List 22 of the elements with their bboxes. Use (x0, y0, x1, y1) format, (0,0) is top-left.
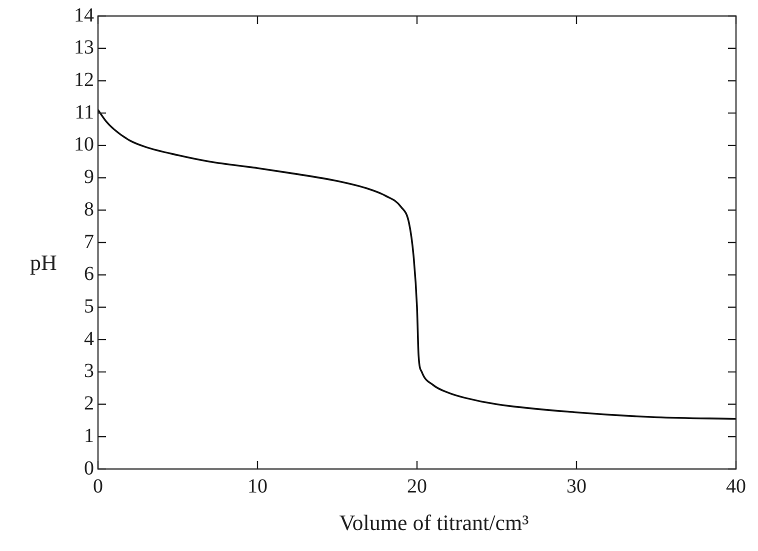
y-tick-label: 0 (84, 457, 94, 480)
y-axis-title: pH (30, 250, 57, 276)
y-tick-label: 9 (84, 166, 94, 188)
y-tick-label: 1 (84, 424, 94, 447)
x-tick-label: 40 (726, 475, 746, 498)
x-tick-label: 10 (248, 475, 268, 498)
y-tick-label: 4 (84, 328, 94, 350)
x-axis-title: Volume of titrant/cm³ (338, 510, 530, 536)
y-tick-label: 14 (74, 4, 94, 26)
x-tick-label: 30 (566, 475, 586, 498)
y-tick-label: 10 (74, 134, 94, 156)
y-tick-label: 5 (84, 295, 94, 318)
y-tick-label: 6 (84, 263, 94, 286)
y-tick-label: 11 (74, 101, 94, 124)
y-tick-label: 8 (84, 198, 94, 220)
y-tick-label: 12 (74, 68, 94, 91)
y-tick-label: 13 (74, 36, 94, 59)
line-series (98, 108, 736, 420)
y-tick-label: 3 (84, 360, 94, 382)
y-tick-label: 7 (84, 230, 94, 253)
y-tick-label: 2 (84, 392, 94, 415)
x-tick-label: 20 (407, 475, 427, 498)
